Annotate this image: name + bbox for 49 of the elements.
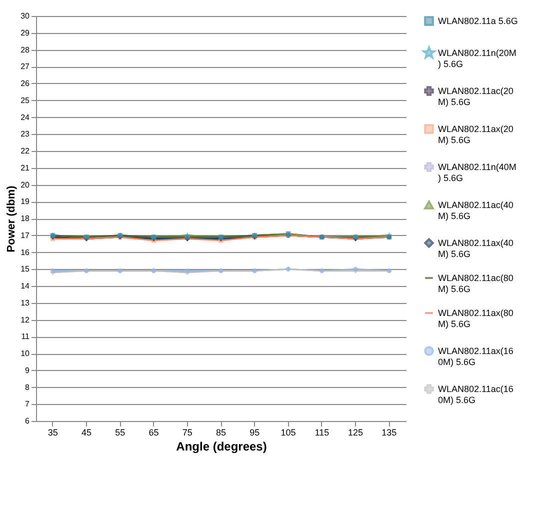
x-tick-label: 65: [148, 428, 159, 438]
x-tick-label: 105: [280, 428, 296, 438]
y-tick-label: 6: [25, 416, 30, 426]
legend-label: WLAN802.11ac(20M) 5.6G: [438, 86, 514, 107]
x-tick-label: 115: [314, 428, 330, 438]
y-tick-label: 12: [20, 315, 30, 324]
y-tick-label: 24: [20, 112, 30, 122]
x-tick-label: 45: [81, 428, 92, 438]
y-tick-label: 14: [20, 282, 30, 290]
y-tick-label: 9: [25, 366, 30, 375]
y-tick-label: 18: [20, 214, 30, 223]
y-tick-label: 26: [20, 79, 30, 88]
y-tick-label: 7: [25, 400, 30, 409]
x-tick-label: 55: [115, 428, 126, 438]
x-tick-label: 135: [382, 428, 397, 438]
x-axis-title: Angle (degrees): [176, 440, 267, 454]
legend-label: WLAN802.11ax(40M) 5.6G: [438, 238, 514, 259]
x-tick-label: 75: [182, 428, 192, 438]
y-tick-label: 25: [20, 96, 30, 105]
y-tick-label: 27: [20, 62, 30, 72]
legend-label: WLAN802.11ac(80M) 5.6G: [438, 273, 514, 294]
legend-label: WLAN802.11ac(160M) 5.6G: [438, 384, 514, 405]
x-tick-label: 35: [48, 428, 58, 438]
legend-label: WLAN802.11ax(160M) 5.6G: [438, 346, 514, 367]
legend-label: WLAN802.11ax(80M) 5.6G: [438, 308, 514, 329]
y-tick-label: 29: [20, 28, 30, 38]
legend-label: WLAN802.11n(40M) 5.6G: [438, 162, 516, 183]
legend-label: WLAN802.11a 5.6G: [438, 16, 518, 26]
y-tick-label: 15: [20, 264, 30, 274]
y-tick-label: 19: [20, 197, 30, 206]
y-tick-label: 22: [20, 146, 30, 156]
legend-label: WLAN802.11ax(20M) 5.6G: [438, 124, 514, 145]
x-tick-label: 95: [250, 428, 260, 438]
y-tick-label: 23: [20, 130, 30, 139]
y-tick-label: 11: [21, 332, 30, 342]
x-tick-label: 125: [348, 428, 364, 438]
y-tick-label: 28: [20, 45, 30, 54]
legend-label: WLAN802.11ac(40M) 5.6G: [438, 200, 514, 221]
y-tick-label: 30: [20, 12, 30, 20]
y-tick-label: 16: [20, 248, 30, 257]
y-tick-label: 10: [20, 349, 30, 358]
y-tick-label: 13: [20, 298, 30, 308]
x-tick-label: 85: [216, 428, 226, 438]
y-tick-label: 21: [20, 163, 30, 172]
y-axis-title: Power (dbm): [6, 185, 18, 252]
y-tick-label: 8: [25, 382, 30, 392]
legend-label: WLAN802.11n(20M) 5.6G: [438, 48, 516, 69]
y-tick-label: 20: [20, 180, 30, 190]
y-tick-label: 17: [20, 230, 30, 240]
